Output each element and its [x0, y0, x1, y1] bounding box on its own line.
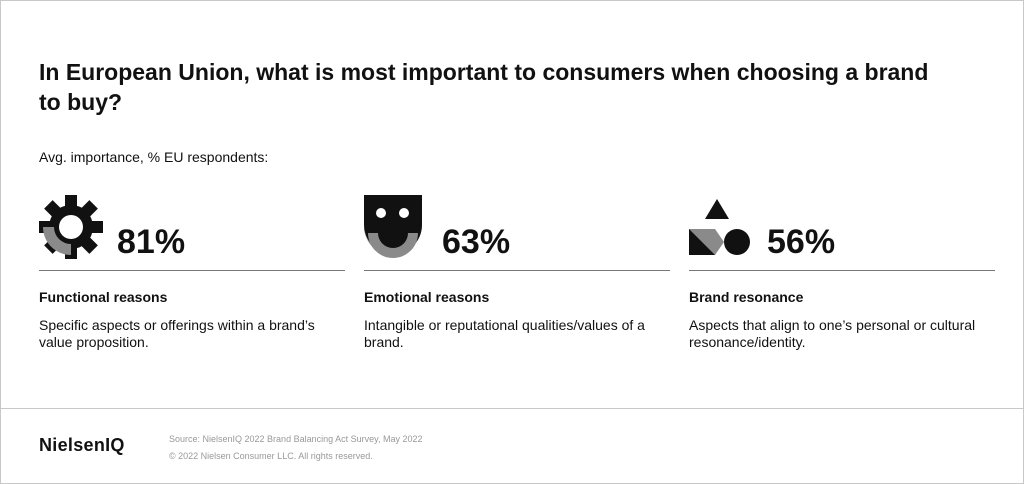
title: In European Union, what is most importan…: [39, 59, 929, 115]
card-description: Specific aspects or offerings within a b…: [39, 317, 315, 350]
card-description: Intangible or reputational qualities/val…: [364, 317, 645, 350]
smile-icon: [364, 195, 422, 258]
copyright: © 2022 Nielsen Consumer LLC. All rights …: [169, 451, 373, 461]
rule: [39, 270, 345, 271]
value: 63%: [442, 223, 511, 261]
card: 81% Functional reasons Specific aspects …: [39, 193, 345, 363]
card: 56% Brand resonance Aspects that align t…: [689, 193, 995, 363]
card-title: Emotional reasons: [364, 289, 490, 305]
card-description: Aspects that align to one’s personal or …: [689, 317, 976, 350]
logo: NielsenIQ: [39, 435, 125, 455]
rule: [364, 270, 670, 271]
shapes-icon: [689, 199, 750, 255]
divider: [1, 408, 1023, 409]
rule: [689, 270, 995, 271]
subtitle: Avg. importance, % EU respondents:: [39, 149, 269, 165]
card: 63% Emotional reasons Intangible or repu…: [364, 193, 670, 363]
gear-icon: [39, 195, 103, 259]
value: 56%: [767, 223, 836, 261]
card-title: Brand resonance: [689, 289, 804, 305]
card-title: Functional reasons: [39, 289, 168, 305]
value: 81%: [117, 223, 186, 261]
source: Source: NielsenIQ 2022 Brand Balancing A…: [169, 434, 423, 444]
